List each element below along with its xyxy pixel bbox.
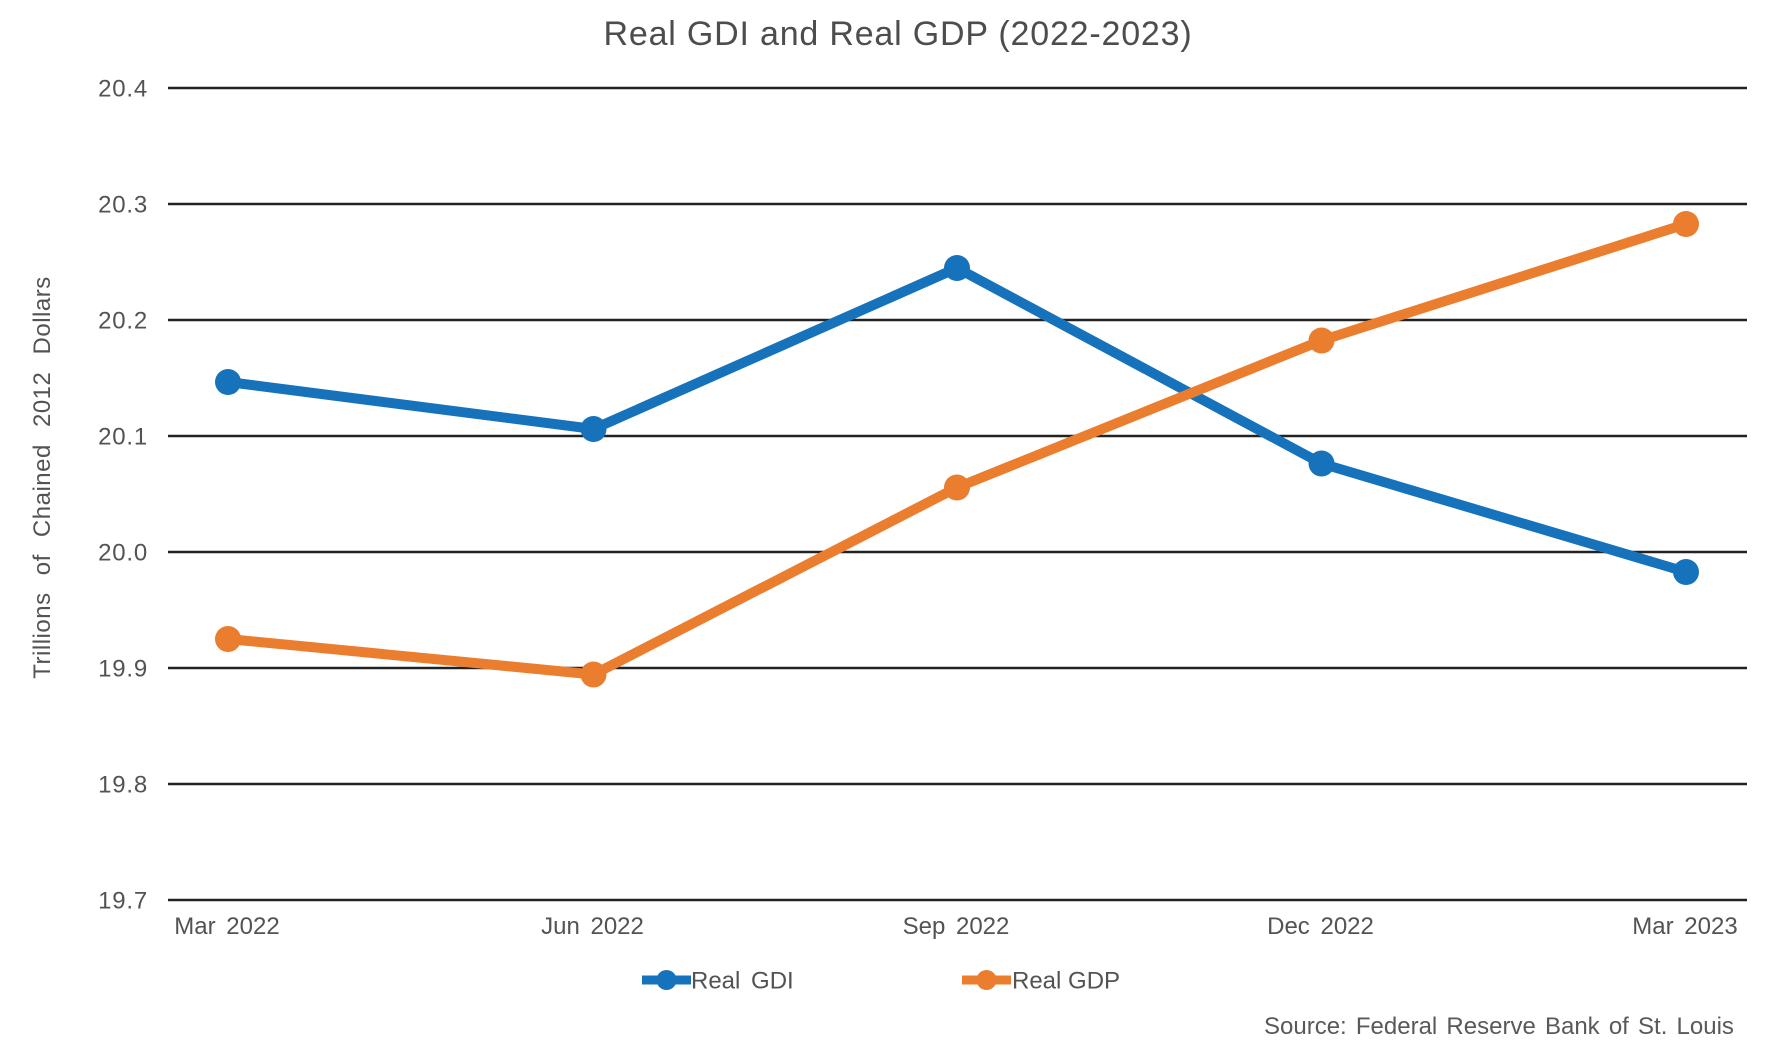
svg-text:19.7: 19.7 — [98, 888, 148, 915]
svg-text:Real GDI: Real GDI — [691, 968, 794, 995]
svg-text:Dec 2022: Dec 2022 — [1267, 913, 1374, 940]
svg-text:20.4: 20.4 — [98, 76, 148, 103]
svg-text:19.8: 19.8 — [98, 772, 148, 799]
svg-text:Real GDI and Real GDP (2022-20: Real GDI and Real GDP (2022-2023) — [604, 15, 1193, 53]
svg-text:19.9: 19.9 — [98, 656, 148, 683]
svg-text:Trillions of Chained 2012 Doll: Trillions of Chained 2012 Dollars — [29, 276, 56, 678]
svg-text:Mar 2023: Mar 2023 — [1632, 913, 1737, 940]
svg-text:Sep 2022: Sep 2022 — [903, 913, 1010, 940]
svg-text:20.1: 20.1 — [98, 424, 148, 451]
svg-text:20.3: 20.3 — [98, 192, 148, 219]
svg-text:Mar 2022: Mar 2022 — [174, 913, 279, 940]
svg-text:Jun 2022: Jun 2022 — [541, 913, 644, 940]
svg-text:20.0: 20.0 — [98, 540, 148, 567]
svg-text:Real GDP: Real GDP — [1012, 968, 1120, 995]
svg-text:20.2: 20.2 — [98, 308, 148, 335]
svg-text:Source: Federal Reserve Bank o: Source: Federal Reserve Bank of St. Loui… — [1264, 1013, 1734, 1040]
